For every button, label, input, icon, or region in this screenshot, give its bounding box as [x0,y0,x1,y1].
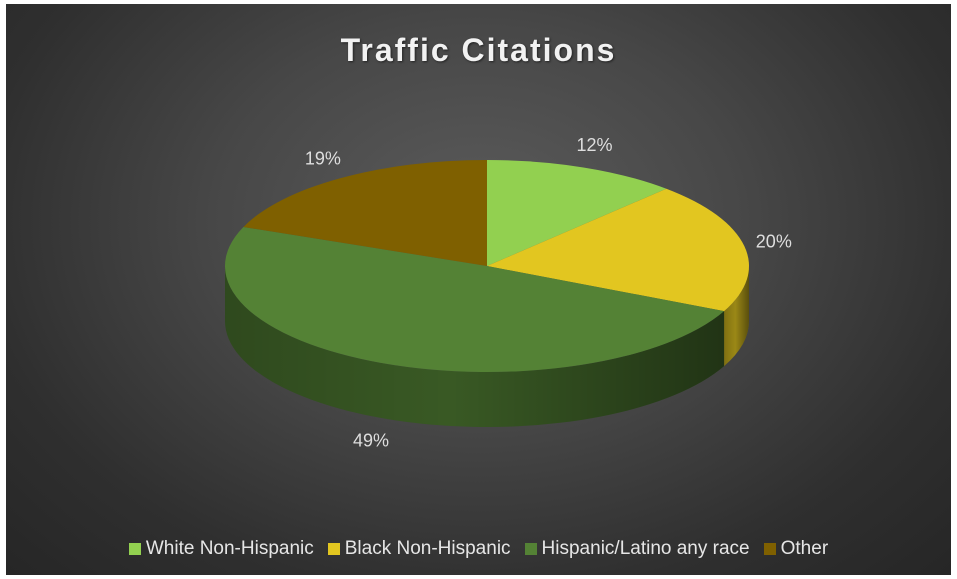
pie-slices [224,160,749,373]
pie-chart: 12% 20% 49% 19% [224,135,792,450]
legend-item-white-non-hispanic: White Non-Hispanic [128,538,314,560]
legend-swatch [128,543,141,555]
pie-slice-0[interactable] [487,160,667,266]
data-labels: 12% 20% 49% 19% [305,135,792,450]
pie-slice-1[interactable] [487,188,749,312]
legend-swatch [524,543,537,555]
legend-label: White Non-Hispanic [145,538,314,559]
legend: White Non-Hispanic Black Non-Hispanic Hi… [6,538,951,560]
slice-side-shading-2 [225,266,725,427]
legend-swatch [763,543,776,555]
legend-label: Other [780,538,829,559]
legend-swatch [327,543,340,555]
legend-label: Black Non-Hispanic [344,538,511,559]
data-label-1: 20% [756,232,792,252]
legend-item-hispanic-latino: Hispanic/Latino any race [524,538,750,560]
pie-side-walls [225,266,749,427]
data-label-0: 12% [576,135,612,155]
chart-area: Traffic Citations 12% 20% 49% 19% White Non… [6,4,951,575]
pie-slice-2[interactable] [224,226,725,373]
chart-title: Traffic Citations [340,32,617,68]
legend-item-black-non-hispanic: Black Non-Hispanic [327,538,511,560]
slice-side-shading-1 [724,266,749,367]
pie-slice-3[interactable] [243,160,487,266]
data-label-3: 19% [305,148,341,168]
data-label-2: 49% [353,430,389,450]
legend-label: Hispanic/Latino any race [541,538,750,559]
legend-item-other: Other [763,538,829,560]
